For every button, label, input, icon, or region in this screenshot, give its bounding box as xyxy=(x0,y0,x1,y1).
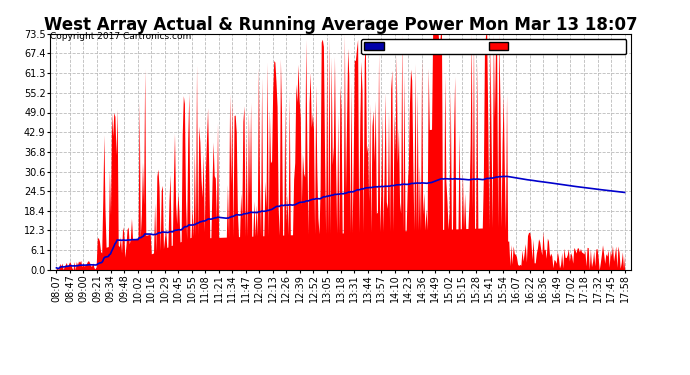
Legend: Average  (DC Watts), West Array  (DC Watts): Average (DC Watts), West Array (DC Watts… xyxy=(362,39,627,54)
Text: Copyright 2017 Cartronics.com: Copyright 2017 Cartronics.com xyxy=(50,32,191,41)
Title: West Array Actual & Running Average Power Mon Mar 13 18:07: West Array Actual & Running Average Powe… xyxy=(43,16,638,34)
